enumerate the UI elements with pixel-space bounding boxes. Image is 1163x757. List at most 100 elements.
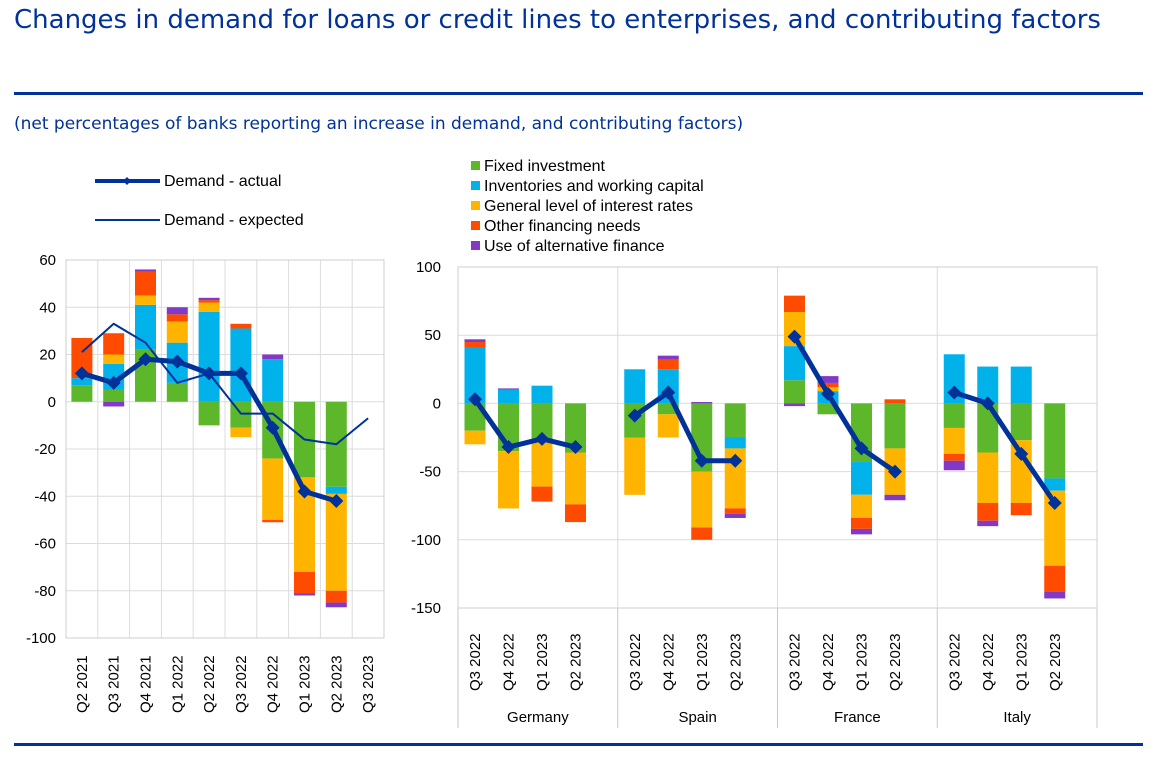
- right-bar-other-financing: [565, 504, 586, 523]
- right-bar-fixed-investment: [565, 403, 586, 453]
- right-bar-fixed-investment: [1010, 403, 1032, 441]
- right-y-tick-label: -150: [411, 600, 441, 617]
- right-group-label: Spain: [678, 709, 716, 726]
- right-line-demand-actual-marker: [535, 431, 549, 446]
- right-bar-fixed-investment: [724, 403, 746, 438]
- right-line-demand-actual-marker: [947, 385, 962, 400]
- left-bar-interest-rates: [103, 354, 125, 364]
- legend-alternative-finance-swatch: [471, 241, 480, 250]
- right-line-demand-actual: [633, 389, 736, 464]
- left-x-tick-label: Q3 2022: [233, 655, 250, 713]
- right-group-label: Germany: [507, 709, 569, 726]
- left-y-tick-label: -100: [26, 630, 56, 647]
- right-bar-fixed-investment: [943, 403, 965, 428]
- right-line-demand-actual-marker: [568, 440, 583, 455]
- left-line-demand-actual-marker: [233, 366, 248, 381]
- right-group-label: France: [834, 709, 881, 726]
- right-x-tick-label: Q3 2022: [627, 633, 644, 691]
- left-y-tick-label: -80: [34, 583, 56, 600]
- left-bar-other-financing: [230, 323, 252, 329]
- left-bar-alternative-finance: [135, 269, 156, 272]
- left-y-tick-label: -20: [34, 441, 56, 458]
- right-bar-fixed-investment: [1044, 403, 1066, 479]
- left-bar-other-financing: [166, 314, 188, 322]
- left-bar-interest-rates: [166, 321, 188, 343]
- right-x-tick-label: Q1 2023: [534, 633, 551, 691]
- right-bar-other-financing: [531, 486, 553, 502]
- right-line-demand-actual-marker: [787, 329, 802, 344]
- left-bar-inventories: [71, 378, 93, 386]
- right-bar-other-financing: [851, 517, 872, 529]
- left-x-tick-label: Q3 2023: [360, 655, 377, 713]
- right-bar-other-financing: [724, 508, 746, 514]
- right-bar-fixed-investment: [657, 403, 679, 415]
- right-bar-inventories: [977, 366, 999, 404]
- left-y-tick-label: 0: [48, 394, 56, 411]
- right-bar-inventories: [851, 462, 872, 495]
- left-bar-other-financing: [262, 519, 284, 523]
- right-plot-frame: [457, 266, 1098, 609]
- right-bar-interest-rates: [943, 427, 965, 454]
- right-line-demand-actual-marker: [1047, 495, 1062, 510]
- right-bar-fixed-investment: [531, 403, 553, 441]
- right-x-tick-label: Q4 2022: [501, 633, 518, 691]
- title-rule: [14, 92, 1143, 95]
- legend-expected-label: Demand - expected: [164, 212, 304, 229]
- left-y-tick-label: 40: [39, 299, 56, 316]
- right-bar-interest-rates: [724, 448, 746, 509]
- left-bar-alternative-finance: [198, 297, 220, 301]
- right-bar-inventories: [498, 389, 519, 404]
- right-bar-interest-rates: [624, 437, 646, 495]
- left-bar-other-financing: [294, 571, 315, 594]
- left-bar-fixed-investment: [166, 382, 188, 402]
- left-bar-interest-rates: [325, 493, 347, 591]
- left-line-demand-actual-marker: [329, 493, 344, 508]
- right-y-tick-label: -100: [411, 532, 441, 549]
- right-bar-alternative-finance: [691, 402, 713, 404]
- right-bar-interest-rates: [657, 414, 679, 438]
- legend-actual-label: Demand - actual: [164, 173, 281, 190]
- left-bar-alternative-finance: [166, 307, 188, 315]
- right-bar-alternative-finance: [977, 520, 999, 527]
- right-bar-other-financing: [1044, 565, 1066, 592]
- left-bar-fixed-investment: [71, 385, 93, 402]
- legend: Demand - actual Demand - expected Fixed …: [95, 158, 704, 255]
- left-line-demand-expected: [81, 322, 369, 446]
- legend-actual-marker: [123, 177, 131, 185]
- left-x-tick-label: Q1 2023: [297, 655, 314, 713]
- left-bar-other-financing: [103, 333, 125, 355]
- left-line-demand-actual-marker: [106, 375, 121, 390]
- right-x-tick-label: Q1 2023: [694, 633, 711, 691]
- right-x-tick-label: Q1 2023: [854, 633, 871, 691]
- right-bar-alternative-finance: [498, 388, 519, 390]
- right-bar-alternative-finance: [851, 528, 872, 535]
- right-bar-interest-rates: [691, 471, 713, 528]
- left-bar-alternative-finance: [325, 602, 347, 608]
- left-bar-other-financing: [198, 300, 220, 303]
- right-bar-fixed-investment: [784, 380, 805, 404]
- right-bar-inventories: [784, 346, 805, 381]
- right-line-demand-actual-marker: [694, 453, 709, 468]
- left-x-tick-label: Q2 2023: [328, 655, 345, 713]
- right-line-demand-actual-marker: [888, 464, 902, 479]
- left-y-tick-label: -40: [34, 488, 56, 505]
- left-y-tick-label: -60: [34, 536, 56, 553]
- right-y-tick-label: 0: [433, 395, 441, 412]
- right-bar-alternative-finance: [464, 339, 486, 343]
- right-bar-interest-rates: [1044, 490, 1066, 566]
- left-line-demand-actual-marker: [202, 366, 217, 381]
- right-bar-other-financing: [884, 399, 906, 404]
- bottom-rule: [14, 743, 1143, 746]
- right-bar-alternative-finance: [943, 460, 965, 471]
- right-bar-fixed-investment: [817, 403, 839, 415]
- right-line-demand-actual-marker: [627, 408, 642, 423]
- left-x-tick-label: Q3 2021: [106, 655, 123, 713]
- left-bar-fixed-investment: [198, 401, 220, 426]
- left-plot-frame: [65, 259, 385, 639]
- left-x-tick-label: Q2 2022: [201, 655, 218, 713]
- legend-other-financing-swatch: [471, 221, 480, 230]
- right-line-demand-actual-marker: [661, 385, 676, 400]
- left-bar-alternative-finance: [262, 354, 284, 360]
- right-bar-inventories: [464, 347, 486, 404]
- right-bar-other-financing: [817, 382, 839, 388]
